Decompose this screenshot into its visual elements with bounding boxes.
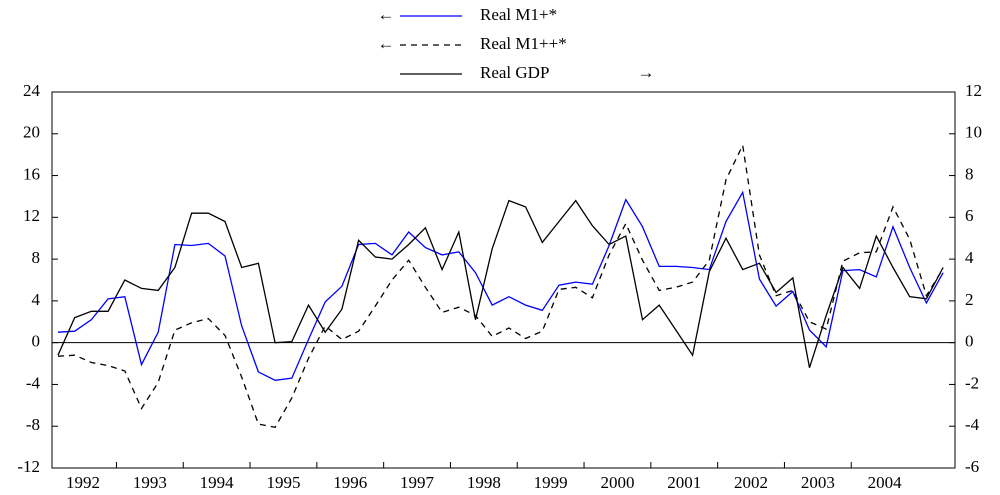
x-tick-label: 1999 xyxy=(534,473,568,492)
y2-tick-label: 6 xyxy=(965,206,974,225)
y-tick-label: -12 xyxy=(17,457,40,476)
y-tick-label: -8 xyxy=(26,415,40,434)
x-tick-label: 1994 xyxy=(200,473,235,492)
legend-label: Real M1+* xyxy=(480,5,557,24)
y2-tick-label: 0 xyxy=(965,332,974,351)
y-tick-label: 20 xyxy=(23,123,40,142)
y-tick-label: 8 xyxy=(32,248,41,267)
x-tick-label: 2003 xyxy=(801,473,835,492)
series-line xyxy=(57,143,944,429)
y-tick-label: 24 xyxy=(23,81,41,100)
x-tick-label: 2000 xyxy=(600,473,634,492)
y-tick-label: 16 xyxy=(23,164,40,183)
x-tick-label: 1998 xyxy=(467,473,501,492)
x-tick-label: 1997 xyxy=(400,473,435,492)
y2-tick-label: 12 xyxy=(965,81,982,100)
x-tick-label: 1992 xyxy=(66,473,100,492)
legend-arrow-right: → xyxy=(638,63,655,82)
y2-tick-label: -6 xyxy=(965,457,979,476)
x-tick-label: 1996 xyxy=(333,473,367,492)
series-line xyxy=(57,199,944,368)
legend-arrow-left: ← xyxy=(378,34,395,53)
y2-tick-label: 10 xyxy=(965,123,982,142)
plot-frame xyxy=(51,91,956,469)
legend-label: Real M1++* xyxy=(480,34,567,53)
x-tick-label: 2002 xyxy=(734,473,768,492)
y-tick-label: 12 xyxy=(23,206,40,225)
series-line xyxy=(57,190,944,381)
y2-tick-label: 2 xyxy=(965,290,974,309)
y2-tick-label: 4 xyxy=(965,248,974,267)
legend-label: Real GDP xyxy=(480,63,549,82)
x-tick-label: 2004 xyxy=(868,473,903,492)
y2-tick-label: -2 xyxy=(965,373,979,392)
y-tick-label: 0 xyxy=(32,332,41,351)
x-tick-label: 1993 xyxy=(133,473,167,492)
y2-tick-label: -4 xyxy=(965,415,980,434)
y2-tick-label: 8 xyxy=(965,164,974,183)
x-tick-label: 2001 xyxy=(667,473,701,492)
legend-arrow-left: ← xyxy=(378,5,395,24)
x-tick-label: 1995 xyxy=(266,473,300,492)
y-tick-label: -4 xyxy=(26,373,41,392)
y-tick-label: 4 xyxy=(32,290,41,309)
